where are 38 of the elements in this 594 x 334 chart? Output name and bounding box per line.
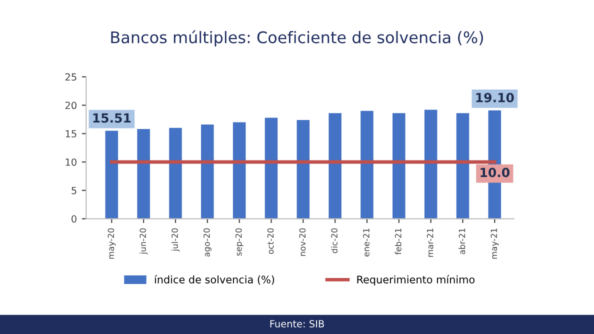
- x-tick-label: mar-21: [426, 228, 434, 257]
- y-tick-label: 25: [65, 73, 76, 81]
- bar: [392, 113, 406, 219]
- y-tick-label: 0: [72, 215, 76, 223]
- x-tick-label: sep-20: [235, 228, 244, 256]
- bar: [456, 113, 470, 219]
- bar: [296, 120, 310, 219]
- bar: [201, 124, 214, 219]
- x-tick-label: ene-21: [363, 228, 370, 256]
- chart-title: Bancos múltiples: Coeficiente de solvencia (%): [111, 30, 483, 46]
- x-tick-label: may-20: [108, 228, 116, 259]
- x-tick-label: jun-20: [140, 228, 148, 254]
- bar: [169, 128, 182, 219]
- data-label: 15.51: [93, 113, 131, 123]
- x-tick-label: may-21: [490, 228, 499, 259]
- x-tick-label: oct-20: [267, 228, 274, 254]
- legend-label: índice de solvencia (%): [154, 274, 274, 285]
- data-label: 19.10: [476, 92, 514, 102]
- legend-label: Requerimiento mínimo: [357, 274, 475, 286]
- data-label: 10.0: [480, 168, 510, 178]
- bar: [328, 113, 342, 219]
- y-tick-label: 15: [66, 130, 76, 138]
- bar: [105, 130, 118, 219]
- x-tick-label: dic-20: [331, 228, 338, 254]
- bar: [232, 122, 246, 219]
- x-tick-label: feb-21: [394, 228, 402, 255]
- y-tick-label: 5: [72, 186, 76, 194]
- bar: [137, 129, 150, 219]
- x-tick-label: jul-20: [171, 228, 180, 252]
- bar: [264, 118, 278, 219]
- x-tick-label: ago-20: [204, 228, 212, 257]
- x-tick-label: abr-21: [458, 228, 466, 254]
- bar: [424, 110, 438, 219]
- y-tick-label: 10: [66, 158, 76, 166]
- x-tick-label: nov-20: [299, 228, 306, 256]
- source-note: Fuente: SIB: [270, 320, 324, 328]
- y-tick-label: 20: [65, 102, 76, 110]
- bar: [360, 110, 374, 219]
